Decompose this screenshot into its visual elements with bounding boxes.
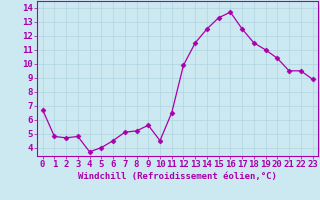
X-axis label: Windchill (Refroidissement éolien,°C): Windchill (Refroidissement éolien,°C) bbox=[78, 172, 277, 181]
